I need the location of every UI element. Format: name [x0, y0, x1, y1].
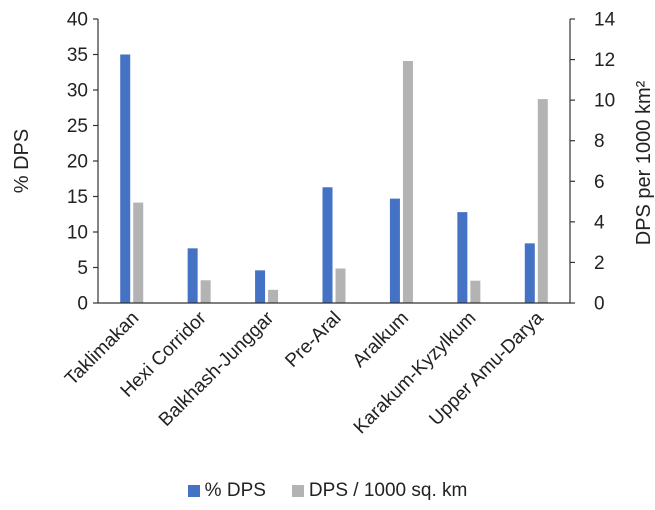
right-tick-label: 6 [594, 172, 605, 193]
category-label: Upper Amu-Darya [425, 307, 548, 430]
right-tick-label: 8 [594, 131, 605, 152]
bar-pct-dps [120, 54, 131, 303]
axes [97, 19, 571, 304]
bar-dps-per-area [268, 289, 279, 303]
legend-label: DPS / 1000 sq. km [308, 480, 468, 501]
legend-swatch-gray [291, 485, 304, 497]
left-axis-title: % DPS [11, 129, 33, 193]
right-tick-label: 4 [594, 212, 605, 233]
right-tick-label: 0 [594, 294, 605, 315]
bar-pct-dps [457, 212, 468, 303]
right-axis-title: DPS per 1000 km² [633, 80, 655, 245]
bar-pct-dps [255, 270, 266, 303]
legend-item-dps-per-area: DPS / 1000 sq. km [291, 480, 468, 502]
bar-pct-dps [389, 198, 400, 303]
bar-dps-per-area [470, 280, 481, 303]
bar-dps-per-area [335, 268, 346, 303]
left-tick-label: 40 [67, 10, 88, 31]
legend: % DPS DPS / 1000 sq. km [0, 480, 655, 502]
right-tick-label: 10 [594, 91, 615, 112]
left-axis-ticks: 0 5 10 15 20 25 30 35 40 [67, 10, 98, 315]
left-tick-label: 35 [67, 45, 88, 66]
right-tick-label: 14 [594, 10, 616, 31]
legend-swatch-blue [187, 485, 200, 497]
bar-dps-per-area [402, 60, 413, 304]
left-tick-label: 0 [77, 294, 88, 315]
left-tick-label: 25 [67, 116, 88, 137]
left-tick-label: 30 [67, 81, 88, 102]
right-tick-label: 2 [594, 253, 605, 274]
category-label: Balkhash-Junggar [155, 307, 279, 431]
category-label: Pre-Aral [281, 308, 345, 372]
chart: 0 5 10 15 20 25 30 35 40 0 2 4 6 8 10 12 14 TaklimakanH… [11, 10, 655, 439]
left-tick-label: 20 [67, 152, 88, 173]
category-label: Karakum-Kyzylkum [350, 308, 481, 439]
bar-dps-per-area [200, 280, 211, 303]
bar-dps-per-area [537, 99, 548, 303]
legend-label: % DPS [204, 480, 266, 501]
bar-pct-dps [187, 248, 198, 303]
bars [120, 54, 548, 304]
left-tick-label: 5 [77, 258, 88, 279]
right-tick-label: 12 [594, 50, 615, 71]
legend-item-pct-dps: % DPS [187, 480, 266, 502]
right-axis-ticks: 0 2 4 6 8 10 12 14 [570, 10, 616, 315]
category-label: Aralkum [349, 308, 413, 372]
left-tick-label: 15 [67, 187, 88, 208]
bar-pct-dps [524, 243, 535, 303]
bar-dps-per-area [133, 202, 144, 303]
bar-pct-dps [322, 187, 333, 303]
left-tick-label: 10 [67, 223, 88, 244]
